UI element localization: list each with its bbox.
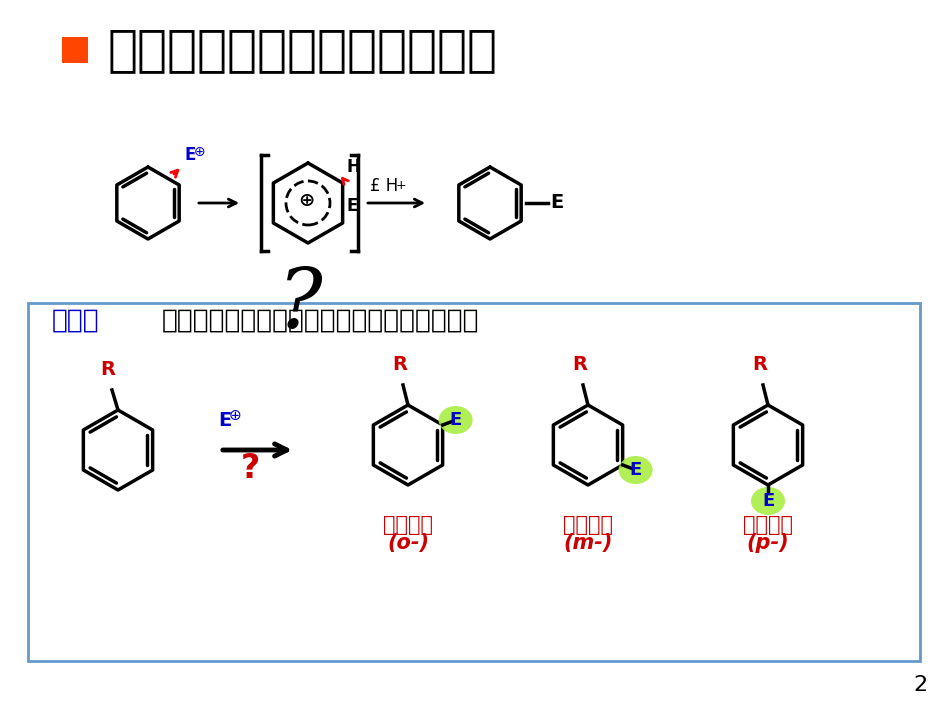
Text: 间位取代: 间位取代	[563, 515, 613, 535]
Text: R: R	[101, 360, 116, 379]
Text: (m-): (m-)	[563, 533, 613, 553]
Text: E: E	[449, 411, 462, 429]
Text: (o-): (o-)	[387, 533, 429, 553]
Text: E: E	[630, 461, 642, 479]
Text: (p-): (p-)	[747, 533, 789, 553]
Ellipse shape	[751, 487, 785, 515]
Ellipse shape	[618, 456, 653, 484]
Text: E: E	[184, 146, 196, 164]
FancyBboxPatch shape	[62, 37, 88, 63]
Text: E: E	[550, 193, 563, 212]
Text: 2: 2	[913, 675, 927, 695]
Text: 问题：: 问题：	[52, 308, 100, 334]
Text: R: R	[573, 355, 587, 374]
Text: +: +	[396, 179, 407, 192]
FancyBboxPatch shape	[28, 303, 920, 661]
Text: ?: ?	[277, 265, 322, 345]
Text: 邻位取代: 邻位取代	[383, 515, 433, 535]
Text: £ H: £ H	[370, 177, 398, 195]
Text: ⊕: ⊕	[194, 145, 205, 159]
Text: 复习：苯环上的亲电取代机理: 复习：苯环上的亲电取代机理	[108, 26, 498, 74]
Ellipse shape	[439, 406, 473, 434]
Text: E: E	[762, 492, 774, 510]
Text: ⊕: ⊕	[297, 192, 314, 210]
Text: E: E	[218, 411, 231, 431]
Text: 苯环上已有取代基时，亲电取代发生在何处？: 苯环上已有取代基时，亲电取代发生在何处？	[162, 308, 480, 334]
Text: R: R	[392, 355, 408, 374]
Text: ?: ?	[240, 453, 259, 486]
Text: 对位取代: 对位取代	[743, 515, 793, 535]
Text: H: H	[347, 158, 360, 176]
Text: E: E	[347, 197, 358, 215]
Text: ⊕: ⊕	[229, 408, 241, 423]
Text: R: R	[752, 355, 768, 374]
